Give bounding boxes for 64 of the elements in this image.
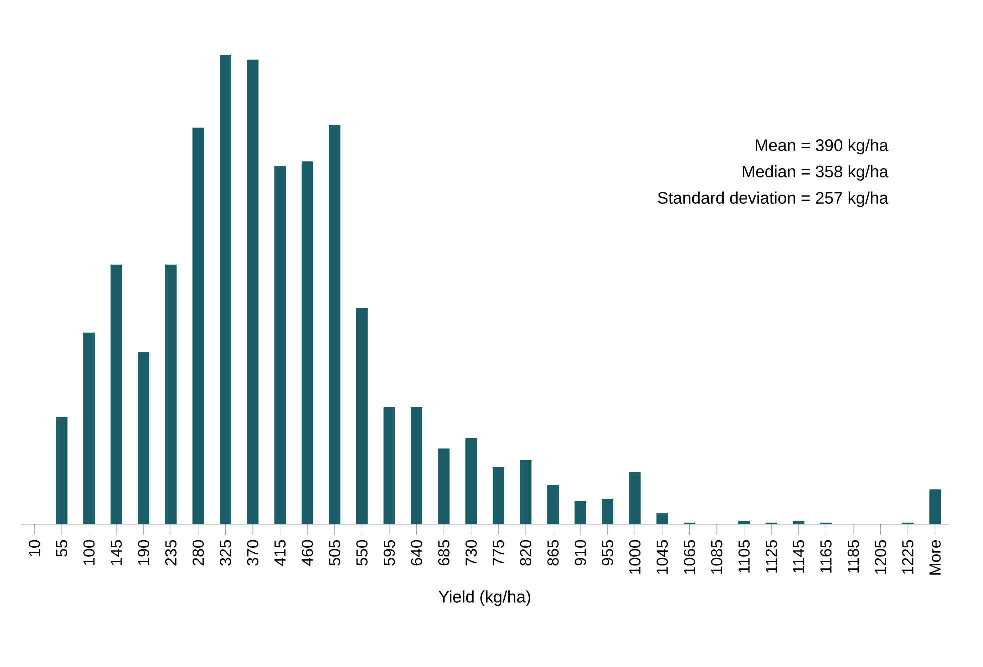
x-tick-label: 55 [56,540,68,557]
x-tick-label: 280 [192,540,204,566]
x-tick-label: 775 [493,540,504,566]
x-tick-label: 595 [384,540,396,566]
x-tick-label: 1125 [766,540,778,573]
x-tick-label: 415 [274,540,286,566]
bar [220,55,232,524]
x-tick-label: 235 [165,540,177,566]
bar [329,125,341,524]
x-tick-label: 865 [548,540,559,566]
x-tick-label: 460 [302,540,314,566]
x-tick-label: 1065 [684,540,696,574]
annotation: Mean = 390 kg/ha [756,139,889,155]
x-tick-label: 820 [520,540,532,566]
bar [165,264,177,524]
bar [84,332,95,524]
annotation: Median = 358 kg/ha [743,165,889,181]
x-tick-label: 1045 [656,540,668,574]
x-tick-label: 1185 [848,540,860,573]
bar [930,490,942,524]
x-tick-label: 550 [356,540,368,566]
bar [520,460,532,524]
x-tick-label: 1085 [711,540,723,574]
x-tick-label: 955 [602,540,614,566]
bar [793,521,805,524]
x-tick-label: 1225 [902,540,914,574]
annotation: Standard deviation = 257 kg/ha [658,192,889,208]
bar [492,468,504,524]
x-tick-label: 640 [411,540,422,566]
x-tick-label: 1165 [820,540,832,573]
bar [56,417,68,524]
bar [411,408,423,524]
x-axis-title: Yield (kg/ha) [438,590,530,606]
bar [548,485,559,524]
bar [192,128,204,524]
bar [574,501,586,524]
bar [738,521,750,524]
bar [247,60,259,524]
bar [602,498,614,524]
bar [438,448,450,524]
bar [466,438,478,524]
x-tick-label: 1205 [875,540,886,574]
x-tick-label: 730 [466,540,478,566]
x-tick-label: More [930,540,941,575]
bar [656,514,668,524]
x-tick-label: 1000 [629,540,641,574]
x-tick-label: 505 [329,540,341,566]
bar [138,352,150,524]
bar [274,166,286,524]
x-tick-label: 1145 [793,540,804,573]
x-tick-label: 100 [84,540,95,566]
bar [384,408,396,524]
x-tick-label: 910 [574,540,586,566]
x-tick-label: 325 [220,540,232,566]
x-tick-label: 145 [110,540,122,566]
bar [356,308,368,524]
x-tick-label: 10 [29,540,40,556]
bar [302,162,314,524]
x-tick-label: 190 [138,540,150,566]
x-tick-label: 1105 [738,540,750,573]
bar [110,264,122,524]
x-tick-label: 370 [247,540,259,566]
x-tick-label: 685 [438,540,450,566]
bar [629,472,641,524]
